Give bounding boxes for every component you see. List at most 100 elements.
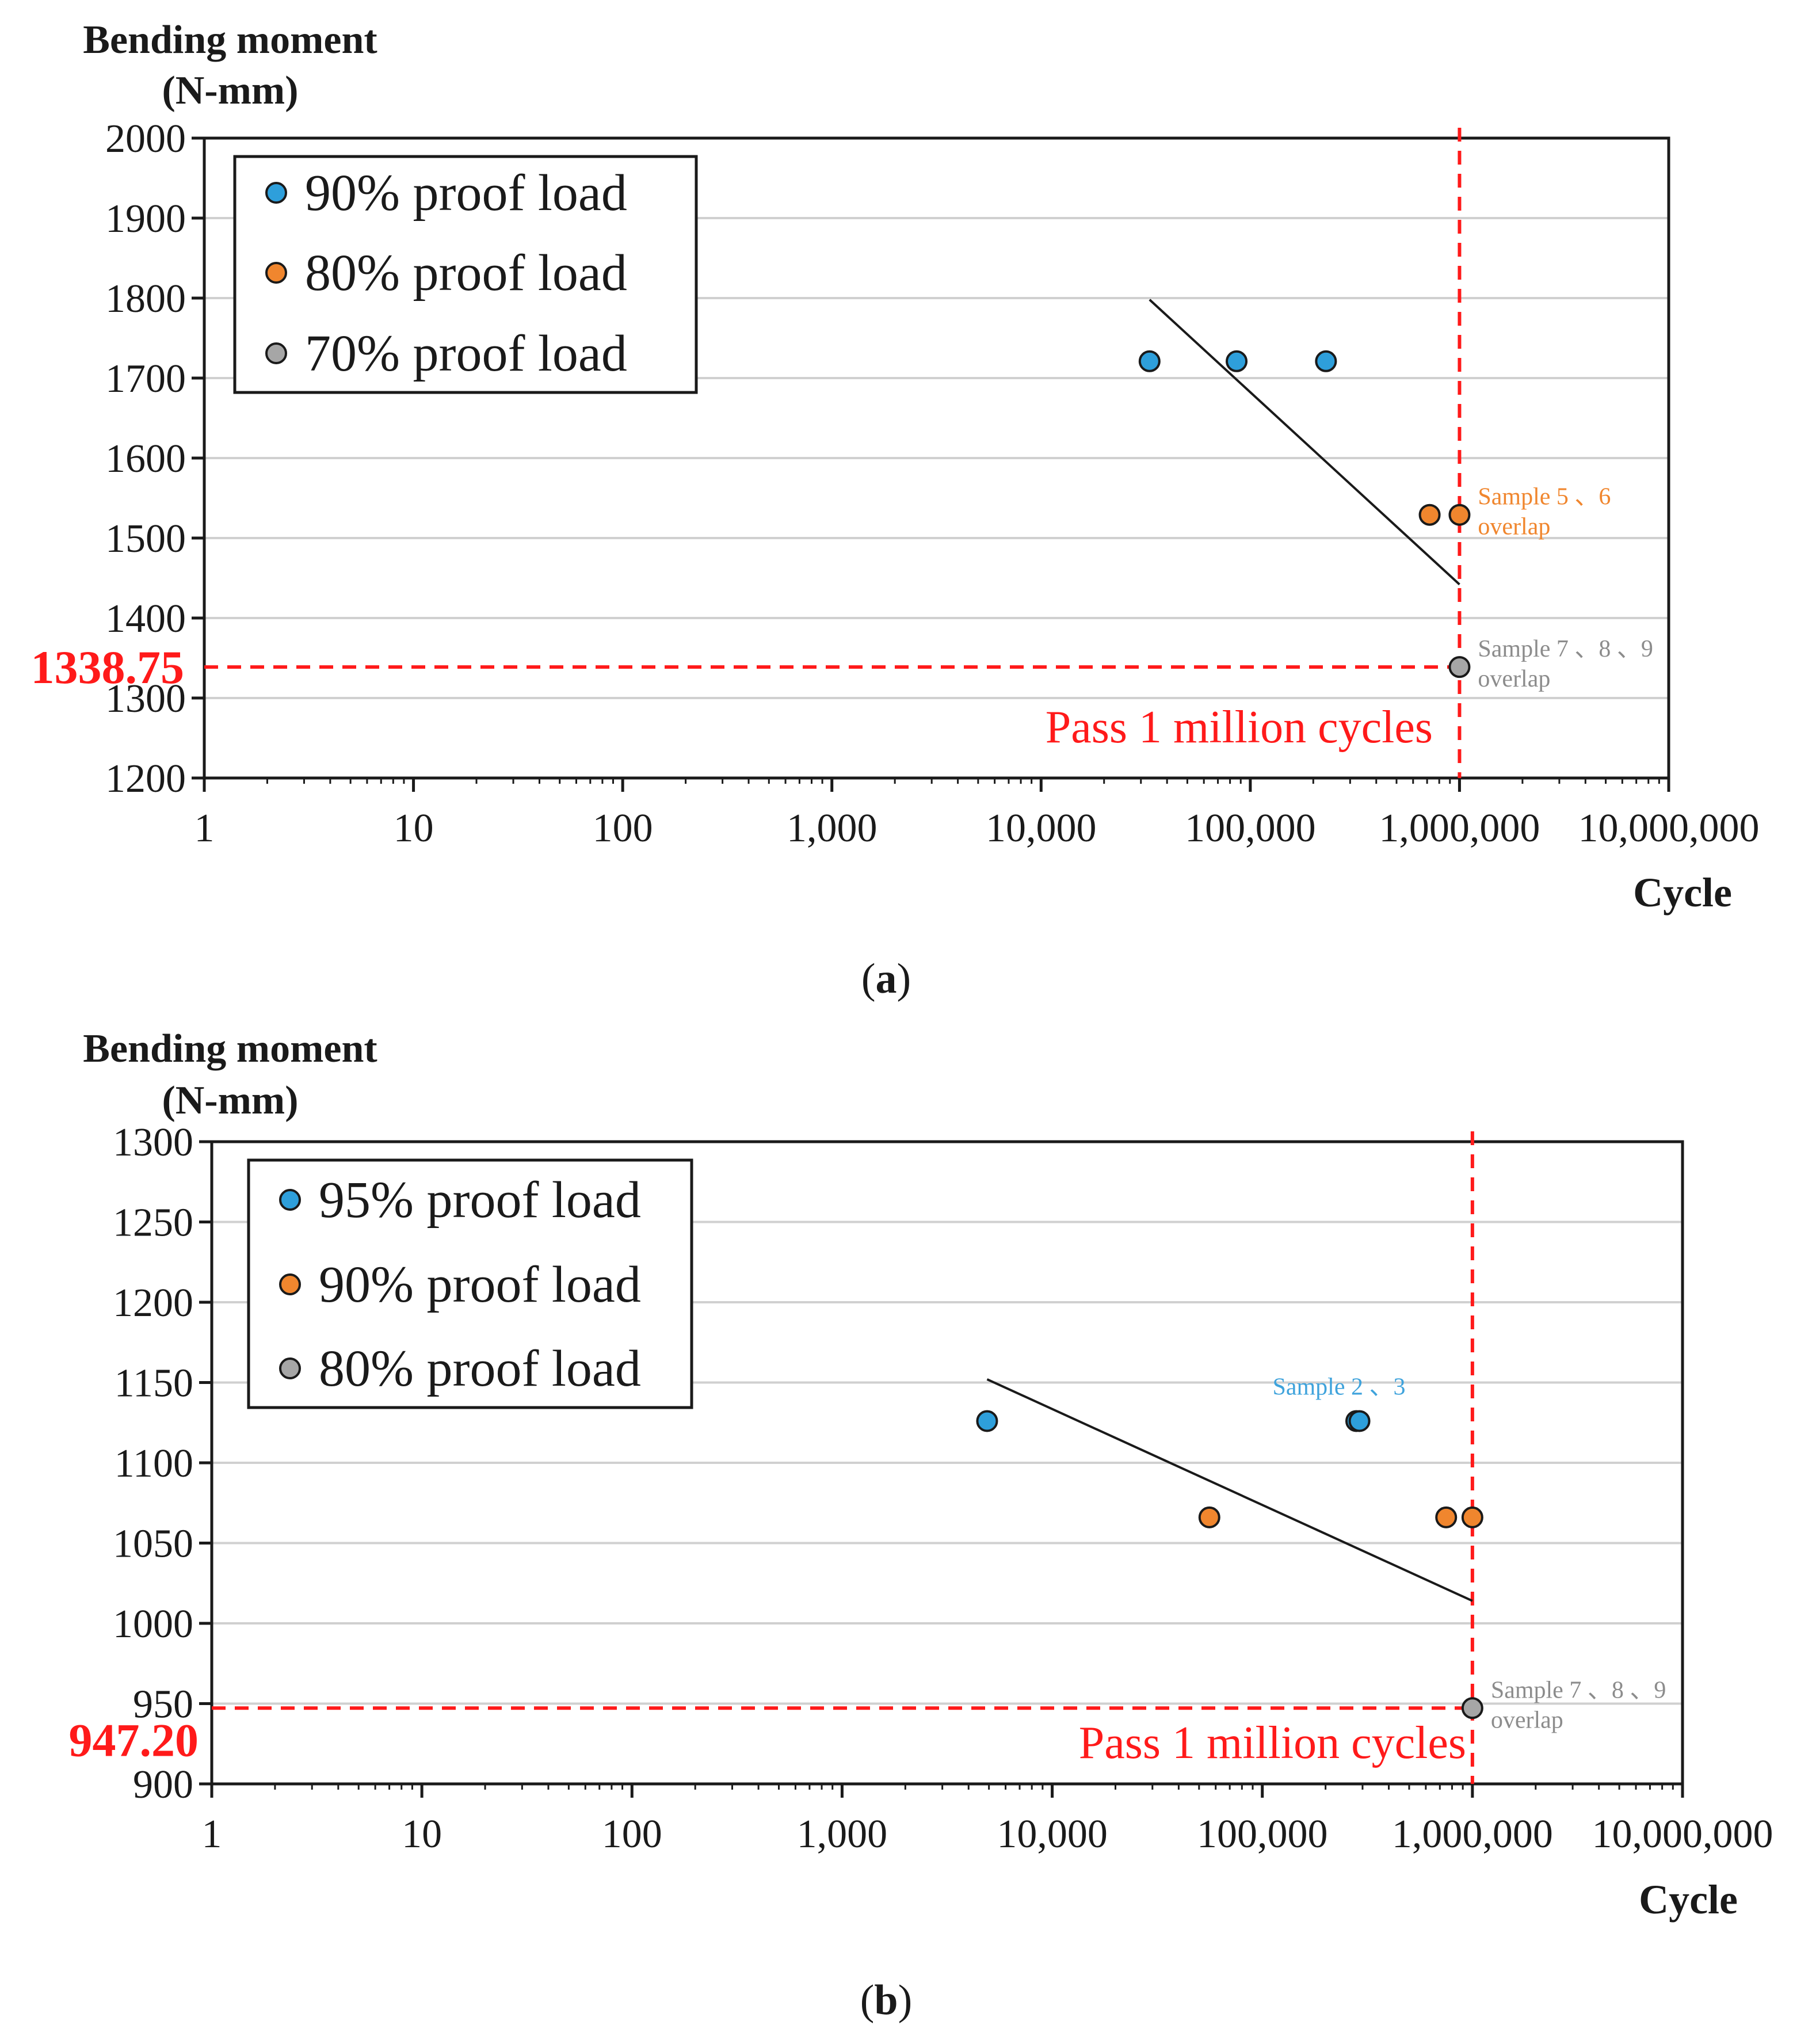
legend-entry: 90% proof load bbox=[319, 1256, 641, 1313]
x-tick-label: 1 bbox=[202, 1812, 222, 1856]
annotation-sublabel: overlap bbox=[1478, 666, 1550, 692]
figure-caption: (a) bbox=[861, 955, 911, 1002]
trendline bbox=[986, 1378, 1473, 1602]
y-tick-label: 1800 bbox=[105, 277, 186, 321]
y-tick-label: 1500 bbox=[105, 517, 186, 561]
y-tick-label: 1400 bbox=[105, 597, 186, 641]
series-2 bbox=[1198, 1506, 1483, 1528]
threshold-label: 1338.75 bbox=[31, 641, 185, 693]
legend-marker bbox=[265, 262, 287, 284]
series-3 bbox=[1461, 1697, 1483, 1719]
pass-label: Pass 1 million cycles bbox=[1046, 702, 1433, 753]
data-point bbox=[1315, 350, 1337, 372]
x-tick-label: 10 bbox=[402, 1812, 442, 1856]
legend-entry: 70% proof load bbox=[305, 325, 627, 382]
x-axis: 1 10 100 1,000 10,000 100,000 1,000,000 10,000,… bbox=[194, 778, 1760, 851]
data-point bbox=[1348, 1410, 1371, 1432]
y-axis: 900 950 1000 1050 1100 1150 1200 1250 1300 bbox=[113, 1120, 212, 1807]
series-1 bbox=[1138, 350, 1337, 372]
x-tick-label: 100,000 bbox=[1185, 806, 1316, 851]
caption-open: ( bbox=[861, 955, 876, 1002]
y-tick-label: 950 bbox=[133, 1683, 193, 1727]
x-tick-label: 10,000,000 bbox=[1592, 1812, 1773, 1856]
y-axis-title: Bending moment bbox=[83, 1027, 377, 1071]
x-axis: 1 10 100 1,000 10,000 100,000 1,000,000 10,000,… bbox=[202, 1784, 1773, 1856]
caption-close: ) bbox=[897, 955, 911, 1002]
y-tick-label: 1150 bbox=[115, 1362, 193, 1406]
data-point bbox=[1461, 1506, 1483, 1528]
data-point bbox=[1448, 656, 1471, 678]
caption-close: ) bbox=[898, 1977, 913, 2024]
y-tick-label: 1000 bbox=[113, 1602, 193, 1646]
legend-marker bbox=[265, 182, 287, 204]
x-tick-label: 100,000 bbox=[1197, 1812, 1328, 1856]
caption-letter: a bbox=[876, 955, 897, 1002]
legend-entry: 90% proof load bbox=[305, 165, 627, 222]
annotation-sublabel: overlap bbox=[1478, 514, 1550, 540]
caption-letter: b bbox=[874, 1977, 898, 2024]
trendline bbox=[1149, 299, 1460, 586]
y-tick-label: 1600 bbox=[105, 437, 186, 481]
x-axis-title: Cycle bbox=[1639, 1877, 1738, 1923]
threshold-label: 947.20 bbox=[69, 1714, 199, 1766]
y-axis-unit: (N-mm) bbox=[162, 1078, 298, 1123]
y-tick-label: 1200 bbox=[105, 757, 186, 801]
x-tick-label: 1,000 bbox=[787, 806, 878, 851]
legend-entry: 80% proof load bbox=[305, 245, 627, 302]
x-tick-label: 10,000 bbox=[986, 806, 1097, 851]
x-tick-label: 1,000,000 bbox=[1392, 1812, 1553, 1856]
annotation-label: Sample 2 、3 bbox=[1272, 1374, 1405, 1400]
y-tick-label: 1700 bbox=[105, 357, 186, 401]
x-axis-title: Cycle bbox=[1633, 870, 1732, 916]
legend-entry: 80% proof load bbox=[319, 1340, 641, 1397]
chart-b: 900 950 1000 1050 1100 1150 1200 1250 1300 1 10 100… bbox=[69, 1027, 1773, 2024]
data-point bbox=[1418, 504, 1441, 526]
y-tick-label: 1300 bbox=[105, 677, 186, 721]
x-tick-label: 10 bbox=[394, 806, 434, 851]
legend-entry: 95% proof load bbox=[319, 1172, 641, 1229]
y-axis: 1200 1300 1400 1500 1600 1700 1800 1900 2000 bbox=[105, 117, 204, 801]
legend-marker bbox=[279, 1357, 301, 1379]
series-1 bbox=[976, 1410, 1371, 1432]
annotation-label: Sample 5 、6 bbox=[1478, 484, 1611, 510]
y-tick-label: 1100 bbox=[115, 1442, 193, 1486]
annotation-label: Sample 7 、8 、9 bbox=[1478, 636, 1653, 662]
series-2 bbox=[1418, 504, 1471, 526]
legend: 90% proof load 80% proof load 70% proof lo… bbox=[233, 155, 698, 394]
x-tick-label: 10,000,000 bbox=[1578, 806, 1760, 851]
legend-box bbox=[233, 155, 698, 394]
y-axis-unit: (N-mm) bbox=[162, 68, 298, 113]
legend-marker bbox=[279, 1273, 301, 1295]
y-tick-label: 1250 bbox=[113, 1201, 193, 1245]
legend-box bbox=[247, 1158, 693, 1409]
y-tick-label: 1050 bbox=[113, 1522, 193, 1566]
x-tick-label: 10,000 bbox=[997, 1812, 1108, 1856]
legend-marker bbox=[279, 1189, 301, 1211]
annotation-sublabel: overlap bbox=[1491, 1707, 1563, 1733]
caption-open: ( bbox=[860, 1977, 875, 2024]
y-tick-label: 900 bbox=[133, 1763, 193, 1807]
pass-label: Pass 1 million cycles bbox=[1079, 1718, 1466, 1768]
y-tick-label: 1200 bbox=[113, 1281, 193, 1325]
x-tick-label: 100 bbox=[602, 1812, 662, 1856]
data-point bbox=[1198, 1506, 1220, 1528]
data-point bbox=[1226, 350, 1248, 372]
y-tick-label: 2000 bbox=[105, 117, 186, 161]
y-tick-label: 1900 bbox=[105, 197, 186, 241]
x-tick-label: 1,000 bbox=[797, 1812, 888, 1856]
legend: 95% proof load 90% proof load 80% proof lo… bbox=[247, 1158, 693, 1409]
figure-caption: (b) bbox=[860, 1977, 912, 2024]
x-tick-label: 1,000,000 bbox=[1379, 806, 1540, 851]
y-axis-title: Bending moment bbox=[83, 18, 377, 62]
x-tick-label: 100 bbox=[593, 806, 653, 851]
data-point bbox=[1461, 1697, 1483, 1719]
data-point bbox=[1435, 1506, 1458, 1528]
data-point bbox=[1448, 504, 1471, 526]
y-tick-label: 1300 bbox=[113, 1120, 193, 1165]
x-tick-label: 1 bbox=[194, 806, 215, 851]
series-3 bbox=[1448, 656, 1471, 678]
annotation-label: Sample 7 、8 、9 bbox=[1491, 1677, 1666, 1703]
data-point bbox=[976, 1410, 998, 1432]
